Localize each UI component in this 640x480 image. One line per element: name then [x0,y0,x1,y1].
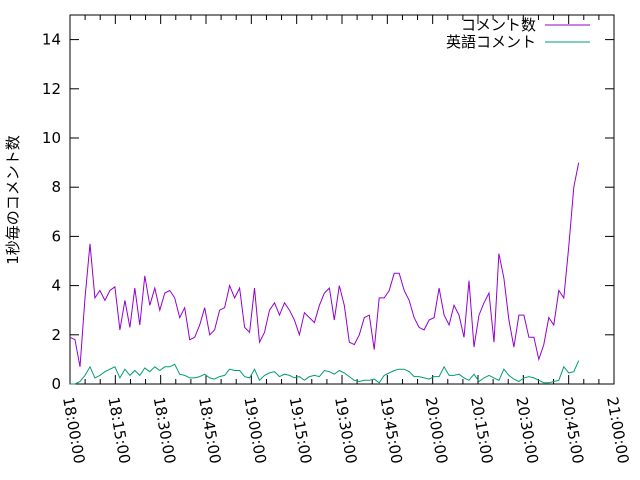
x-tick-label: 19:15:00 [286,396,315,465]
series-lines [69,162,580,385]
x-tick-label: 19:45:00 [376,396,405,465]
x-tick-label: 20:30:00 [512,396,541,465]
y-tick-label: 6 [51,227,61,245]
x-tick-label: 19:30:00 [331,396,360,465]
y-tick-label: 10 [42,129,61,147]
x-tick-label: 20:45:00 [558,396,587,465]
x-tick-label: 18:00:00 [59,396,88,465]
x-tick-label: 20:00:00 [422,396,451,465]
x-tick-label: 18:45:00 [195,396,224,465]
x-tick-label: 18:15:00 [104,396,133,465]
x-tick-label: 20:15:00 [467,396,496,465]
y-axis-label: 1秒毎のコメント数 [4,135,22,265]
legend: コメント数 英語コメント [446,16,590,51]
series-line-0 [69,162,580,367]
series-line-1 [70,360,580,385]
y-tick-label: 0 [51,375,61,393]
y-tick-label: 8 [51,178,61,196]
plot-border [69,14,615,385]
y-tick-label: 12 [42,80,61,98]
axes: 0 2 4 6 8 10 12 14 18:00:00 18:15:00 18:30:00 18:45… [42,14,632,465]
y-tick-label: 14 [42,31,61,49]
legend-label-1: 英語コメント [446,33,536,51]
legend-label-0: コメント数 [461,16,536,34]
x-tick-label: 19:00:00 [240,396,269,465]
y-tick-label: 2 [51,326,61,344]
y-tick-label: 4 [51,277,61,295]
x-tick-label: 21:00:00 [603,396,632,465]
x-tick-label: 18:30:00 [150,396,179,465]
